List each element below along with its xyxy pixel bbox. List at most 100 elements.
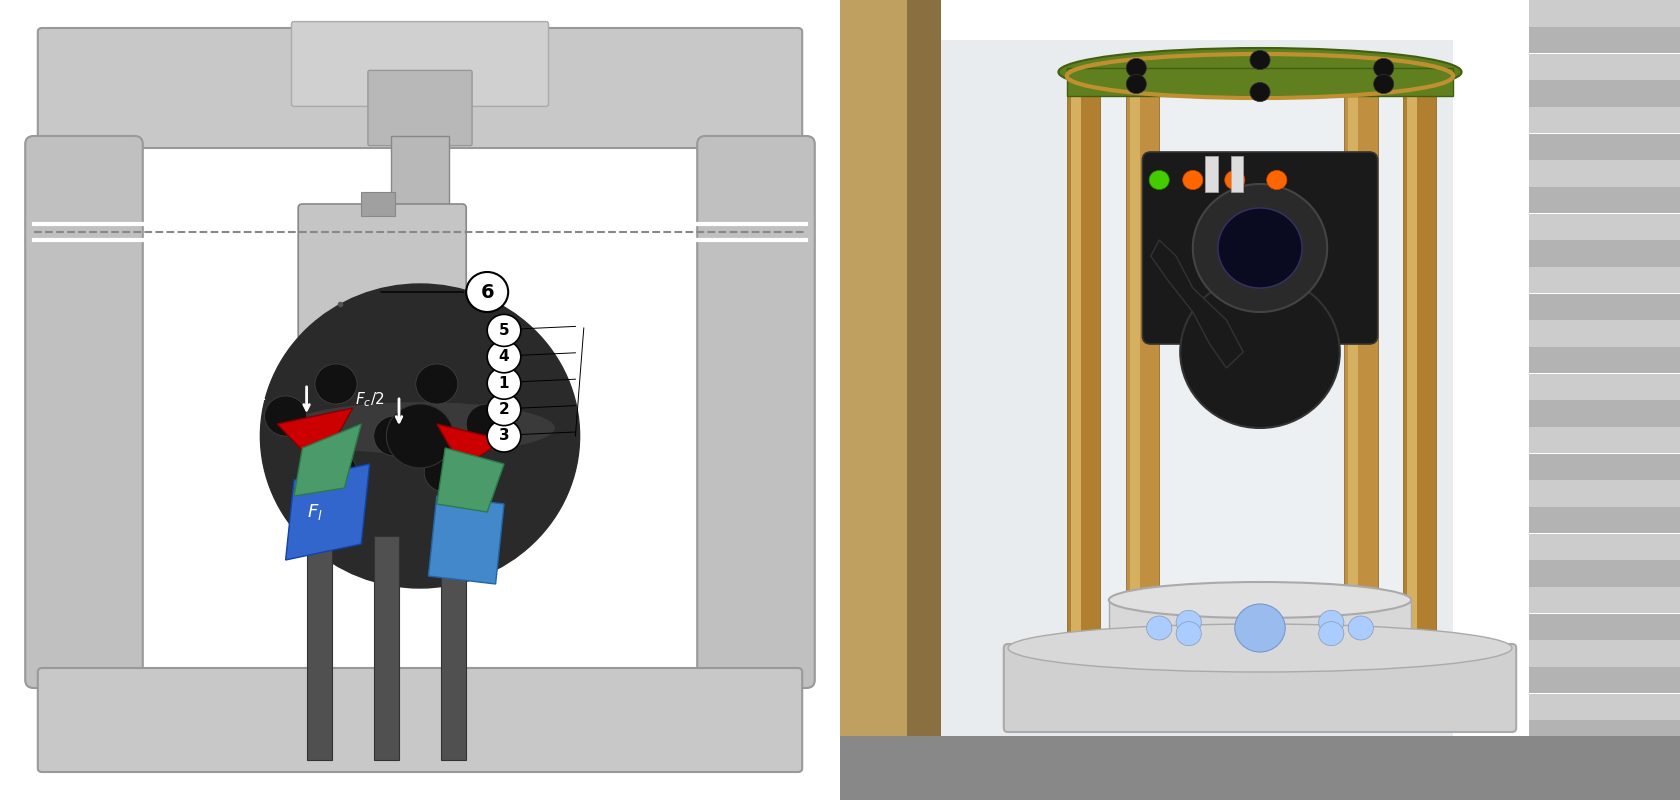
- Bar: [840, 736, 1680, 800]
- Bar: [1529, 187, 1680, 214]
- Circle shape: [1193, 184, 1327, 312]
- Text: 3: 3: [499, 429, 509, 443]
- Circle shape: [1147, 616, 1173, 640]
- FancyBboxPatch shape: [1142, 152, 1378, 344]
- Circle shape: [1126, 58, 1146, 78]
- FancyBboxPatch shape: [292, 22, 548, 106]
- Bar: [1529, 374, 1680, 400]
- Text: $F_c/2$: $F_c/2$: [354, 390, 385, 410]
- Bar: [1126, 80, 1159, 720]
- Circle shape: [467, 404, 509, 444]
- Bar: [306, 536, 333, 760]
- FancyBboxPatch shape: [25, 136, 143, 688]
- Bar: [440, 536, 467, 760]
- Bar: [1529, 54, 1680, 80]
- Bar: [840, 0, 941, 800]
- Ellipse shape: [1109, 640, 1411, 672]
- FancyBboxPatch shape: [697, 136, 815, 688]
- Bar: [907, 40, 1453, 760]
- Circle shape: [316, 452, 358, 492]
- Bar: [1050, 40, 1470, 720]
- Bar: [1230, 156, 1243, 192]
- Polygon shape: [277, 408, 353, 468]
- Bar: [1129, 80, 1139, 720]
- Bar: [1529, 587, 1680, 614]
- Bar: [391, 136, 450, 216]
- Circle shape: [1218, 208, 1302, 288]
- Bar: [1529, 267, 1680, 294]
- Circle shape: [425, 452, 467, 492]
- Bar: [1408, 80, 1418, 720]
- Ellipse shape: [284, 402, 556, 454]
- Bar: [840, 0, 907, 800]
- Bar: [361, 192, 395, 216]
- Text: 1: 1: [499, 376, 509, 390]
- Bar: [375, 536, 400, 760]
- Bar: [1067, 80, 1100, 720]
- Text: 6: 6: [480, 282, 494, 302]
- Circle shape: [316, 364, 358, 404]
- Bar: [1529, 774, 1680, 800]
- Circle shape: [467, 272, 509, 312]
- Circle shape: [1319, 610, 1344, 634]
- Circle shape: [1183, 170, 1203, 190]
- Circle shape: [1248, 624, 1273, 648]
- Bar: [386, 320, 403, 352]
- Bar: [1529, 347, 1680, 374]
- Circle shape: [1176, 622, 1201, 646]
- Bar: [1529, 454, 1680, 480]
- Circle shape: [1374, 58, 1394, 78]
- Text: $F_c/2$: $F_c/2$: [237, 386, 267, 406]
- Ellipse shape: [1058, 48, 1462, 96]
- Circle shape: [1374, 74, 1394, 94]
- Text: 2: 2: [499, 402, 509, 417]
- Circle shape: [1267, 170, 1287, 190]
- Bar: [1206, 156, 1218, 192]
- Circle shape: [1248, 608, 1273, 632]
- Polygon shape: [428, 496, 504, 584]
- Ellipse shape: [1109, 582, 1411, 618]
- Bar: [1100, 80, 1420, 720]
- Circle shape: [1176, 610, 1201, 634]
- Bar: [1109, 600, 1411, 656]
- Bar: [1529, 294, 1680, 320]
- Bar: [1067, 68, 1453, 96]
- Bar: [1344, 80, 1378, 720]
- Polygon shape: [437, 424, 504, 468]
- Circle shape: [487, 341, 521, 373]
- Circle shape: [417, 364, 457, 404]
- Circle shape: [1126, 74, 1146, 94]
- Bar: [1529, 614, 1680, 640]
- Bar: [1529, 640, 1680, 666]
- Bar: [1529, 107, 1680, 134]
- Polygon shape: [294, 424, 361, 496]
- Bar: [1529, 720, 1680, 746]
- FancyBboxPatch shape: [39, 668, 803, 772]
- Circle shape: [1225, 170, 1245, 190]
- Circle shape: [1250, 82, 1270, 102]
- Bar: [1529, 694, 1680, 720]
- Bar: [1529, 27, 1680, 54]
- Circle shape: [487, 394, 521, 426]
- Bar: [1529, 427, 1680, 454]
- Circle shape: [260, 284, 580, 588]
- Circle shape: [1250, 50, 1270, 70]
- Circle shape: [1235, 604, 1285, 652]
- Bar: [1529, 480, 1680, 506]
- FancyBboxPatch shape: [1005, 644, 1515, 732]
- Polygon shape: [437, 448, 504, 512]
- Text: 5: 5: [499, 323, 509, 338]
- Circle shape: [1349, 616, 1374, 640]
- Circle shape: [487, 314, 521, 346]
- Polygon shape: [286, 464, 370, 560]
- Bar: [1529, 80, 1680, 106]
- Bar: [1529, 667, 1680, 694]
- Circle shape: [373, 416, 417, 456]
- FancyBboxPatch shape: [39, 28, 803, 148]
- Circle shape: [1319, 622, 1344, 646]
- Bar: [1529, 534, 1680, 560]
- Bar: [1529, 560, 1680, 586]
- Polygon shape: [1151, 240, 1243, 368]
- Bar: [1529, 0, 1680, 26]
- Circle shape: [1149, 170, 1169, 190]
